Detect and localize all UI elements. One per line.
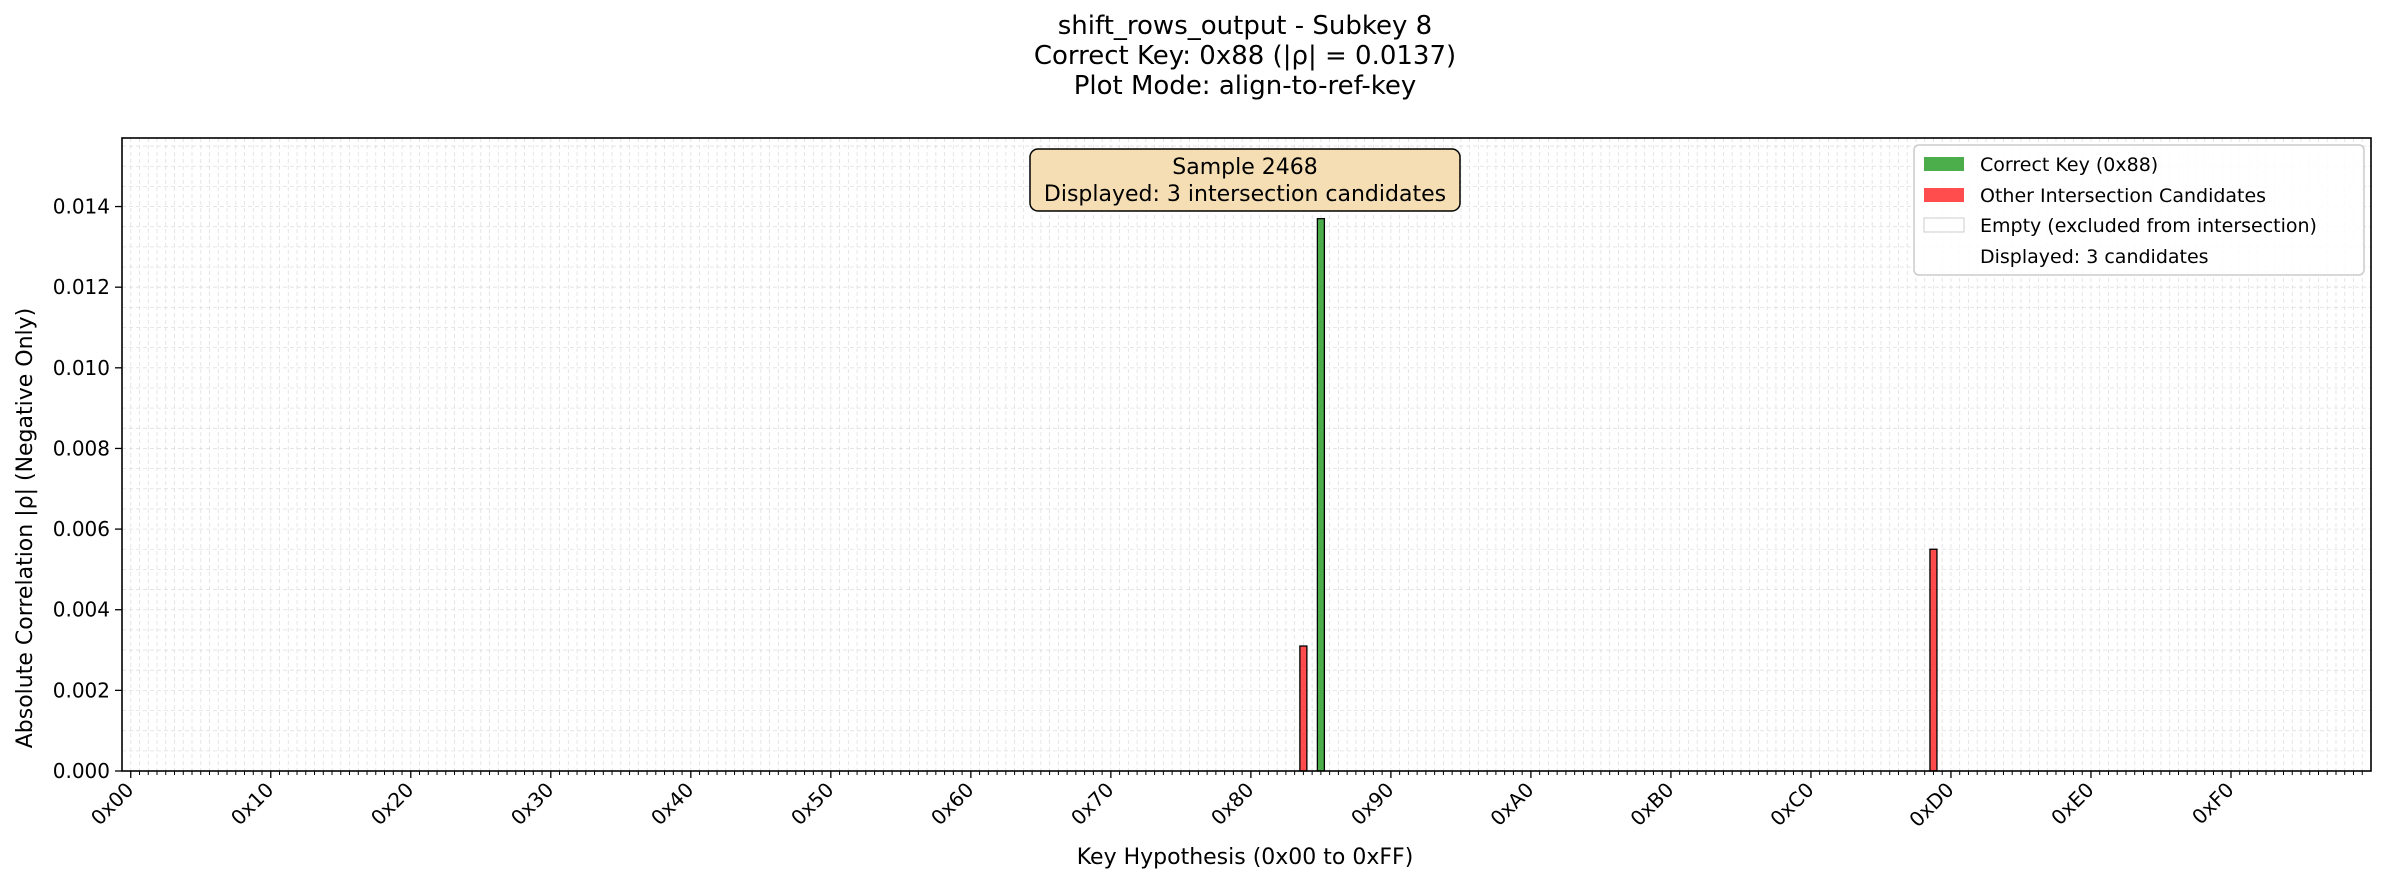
legend-label-empty: Empty (excluded from intersection) <box>1980 215 2317 237</box>
y-tick-label: 0.004 <box>53 598 110 622</box>
x-tick-label: 0x10 <box>226 778 278 830</box>
legend-label-correct: Correct Key (0x88) <box>1980 154 2158 176</box>
title-line-1: shift_rows_output - Subkey 8 <box>1058 11 1432 41</box>
y-tick-label: 0.010 <box>53 356 110 380</box>
bar-0x86 <box>1299 645 1308 772</box>
x-tick-label: 0x90 <box>1346 778 1398 830</box>
y-axis-label: Absolute Correlation |ρ| (Negative Only) <box>13 308 38 749</box>
bar-0xCE <box>1929 548 1938 772</box>
legend-swatch-other <box>1924 188 1964 202</box>
plot-frame <box>121 137 2372 772</box>
legend-swatch-empty <box>1923 217 1965 233</box>
title-line-2: Correct Key: 0x88 (|ρ| = 0.0137) <box>1034 41 1456 71</box>
chart-title: shift_rows_output - Subkey 8 Correct Key… <box>1034 11 1456 101</box>
legend-label-other: Other Intersection Candidates <box>1980 185 2266 207</box>
x-tick-label: 0x80 <box>1206 778 1258 830</box>
y-tick-label: 0.006 <box>53 517 110 541</box>
x-tick-label: 0x60 <box>926 778 978 830</box>
x-tick-label: 0x20 <box>366 778 418 830</box>
x-tick-label: 0xB0 <box>1625 778 1678 831</box>
x-tick-label: 0xC0 <box>1765 778 1818 831</box>
legend-frame <box>1913 144 2365 276</box>
y-tick-label: 0.000 <box>53 759 110 783</box>
y-tick-label: 0.012 <box>53 275 110 299</box>
x-axis-label: Key Hypothesis (0x00 to 0xFF) <box>1077 845 1414 870</box>
x-tick-label: 0x70 <box>1066 778 1118 830</box>
y-tick-label: 0.014 <box>53 195 110 219</box>
x-tick-label: 0x00 <box>86 778 138 830</box>
bar-0x88 <box>1316 217 1326 772</box>
annotation-line-1: Sample 2468 <box>1172 155 1317 180</box>
x-tick-label: 0xF0 <box>2187 778 2238 829</box>
legend-label-displayed: Displayed: 3 candidates <box>1980 246 2209 268</box>
x-tick-label: 0x50 <box>786 778 838 830</box>
y-tick-label: 0.008 <box>53 436 110 460</box>
x-tick-label: 0xD0 <box>1904 778 1958 832</box>
legend: Correct Key (0x88) Other Intersection Ca… <box>1913 144 2365 276</box>
annotation-box <box>1029 148 1461 212</box>
annotation-line-2: Displayed: 3 intersection candidates <box>1044 182 1446 207</box>
y-tick-label: 0.002 <box>53 678 110 702</box>
title-line-3: Plot Mode: align-to-ref-key <box>1074 71 1417 101</box>
x-tick-label: 0xE0 <box>2046 778 2098 830</box>
x-tick-label: 0x40 <box>646 778 698 830</box>
legend-swatch-correct <box>1924 157 1964 171</box>
x-tick-label: 0xA0 <box>1485 778 1538 831</box>
x-tick-label: 0x30 <box>506 778 558 830</box>
sample-annotation: Sample 2468 Displayed: 3 intersection ca… <box>1029 148 1461 212</box>
